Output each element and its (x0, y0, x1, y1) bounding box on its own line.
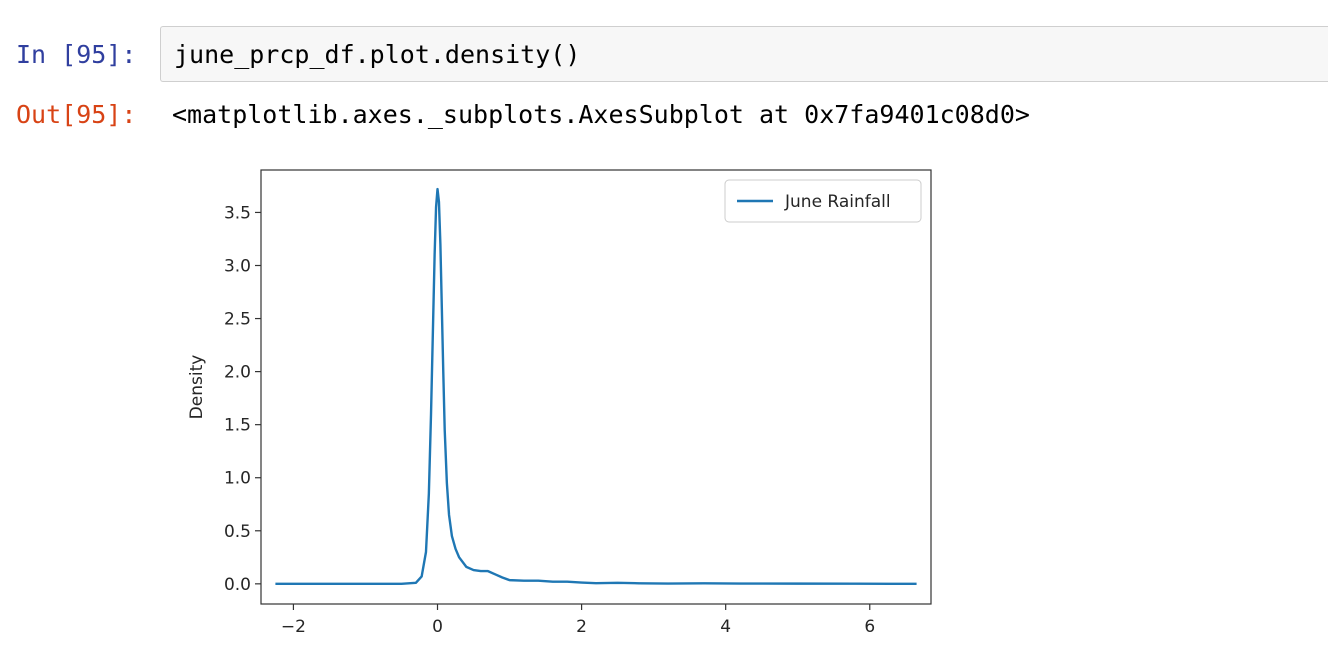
y-tick-label: 2.5 (224, 310, 251, 330)
code-input-area[interactable]: june_prcp_df.plot.density() (160, 26, 1328, 82)
x-tick-label: 2 (576, 617, 587, 637)
series-line-june-rainfall (275, 187, 917, 586)
output-prompt: Out[95]: (16, 100, 137, 129)
plot-frame (260, 169, 932, 605)
density-plot: 0.0 0.5 1.0 1.5 2.0 2.5 3.0 3.5 −2 0 2 4 6 Density Jun… (187, 169, 932, 637)
y-tick-label: 0.5 (224, 522, 251, 542)
y-axis-label: Density (187, 355, 207, 420)
y-tick-label: 1.0 (224, 469, 251, 489)
y-tick-label: 1.5 (224, 416, 251, 436)
y-tick-label: 2.0 (224, 363, 251, 383)
plot-axes: 0.0 0.5 1.0 1.5 2.0 2.5 3.0 3.5 −2 0 2 4 6 Density Jun… (187, 169, 932, 637)
legend-box (724, 179, 922, 223)
x-tick-label: −2 (281, 617, 306, 637)
y-tick-label: 0.0 (224, 575, 251, 595)
x-tick-label: 0 (432, 617, 443, 637)
legend-label: June Rainfall (784, 192, 891, 212)
output-repr-text: <matplotlib.axes._subplots.AxesSubplot a… (172, 100, 1030, 129)
input-prompt: In [95]: (16, 40, 137, 69)
y-tick-label: 3.0 (224, 257, 251, 277)
code-line[interactable]: june_prcp_df.plot.density() (174, 40, 581, 69)
x-tick-label: 4 (720, 617, 731, 637)
y-tick-label: 3.5 (224, 203, 251, 223)
x-tick-label: 6 (864, 617, 875, 637)
